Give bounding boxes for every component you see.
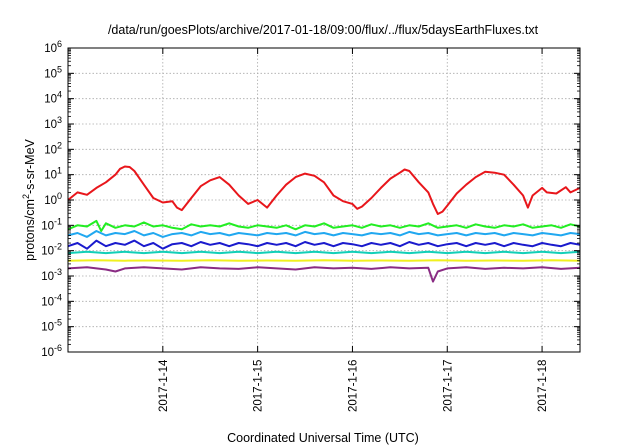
- grid-lines: [68, 48, 580, 352]
- y-tick-label: 10-2: [41, 242, 62, 258]
- series-line-4: [67, 239, 581, 250]
- x-axis-title: Coordinated Universal Time (UTC): [227, 431, 419, 445]
- x-tick-label: 2017-1-16: [347, 360, 359, 412]
- y-tick-label: 10-4: [41, 292, 62, 308]
- y-axis-title-sup: 2: [21, 194, 31, 199]
- plot-frame: [67, 47, 581, 353]
- y-tick-label: 106: [44, 39, 62, 55]
- y-axis-title-rest: -s-sr-MeV: [23, 138, 37, 194]
- series-line-5: [67, 250, 581, 255]
- y-tick-label: 10-5: [41, 318, 62, 334]
- y-tick-label: 101: [44, 166, 62, 182]
- y-tick-label: 104: [44, 90, 62, 106]
- series-line-3: [67, 230, 581, 238]
- y-tick-labels: 10-6 10-5 10-4 10-3 10-2 10-1 100 101 102 103 104 1…: [41, 39, 62, 359]
- x-tick-labels: 2017-1-14 2017-1-15 2017-1-16 2017-1-17 2017…: [158, 359, 549, 412]
- y-tick-label: 10-3: [41, 267, 62, 283]
- y-tick-label: 10-1: [41, 216, 62, 232]
- axes: [67, 47, 581, 353]
- y-axis-title: protons/cm2-s-sr-MeV: [21, 138, 37, 260]
- x-tick-label: 2017-1-14: [158, 359, 170, 412]
- x-tick-label: 2017-1-15: [253, 360, 265, 412]
- series-lines: [67, 165, 581, 283]
- x-tick-label: 2017-1-17: [442, 360, 454, 412]
- y-tick-label: 103: [44, 115, 62, 131]
- chart-title: /data/run/goesPlots/archive/2017-01-18/0…: [108, 23, 539, 37]
- y-tick-label: 105: [44, 64, 62, 80]
- y-axis-title-base: protons/cm: [23, 199, 37, 261]
- series-line-2: [67, 219, 581, 232]
- series-line-6: [67, 259, 581, 262]
- series-line-1: [67, 165, 581, 215]
- series-line-7: [67, 266, 581, 283]
- y-tick-label: 102: [44, 140, 62, 156]
- y-tick-label: 100: [44, 191, 62, 207]
- x-tick-label: 2017-1-18: [537, 360, 549, 412]
- y-tick-label: 10-6: [41, 343, 62, 359]
